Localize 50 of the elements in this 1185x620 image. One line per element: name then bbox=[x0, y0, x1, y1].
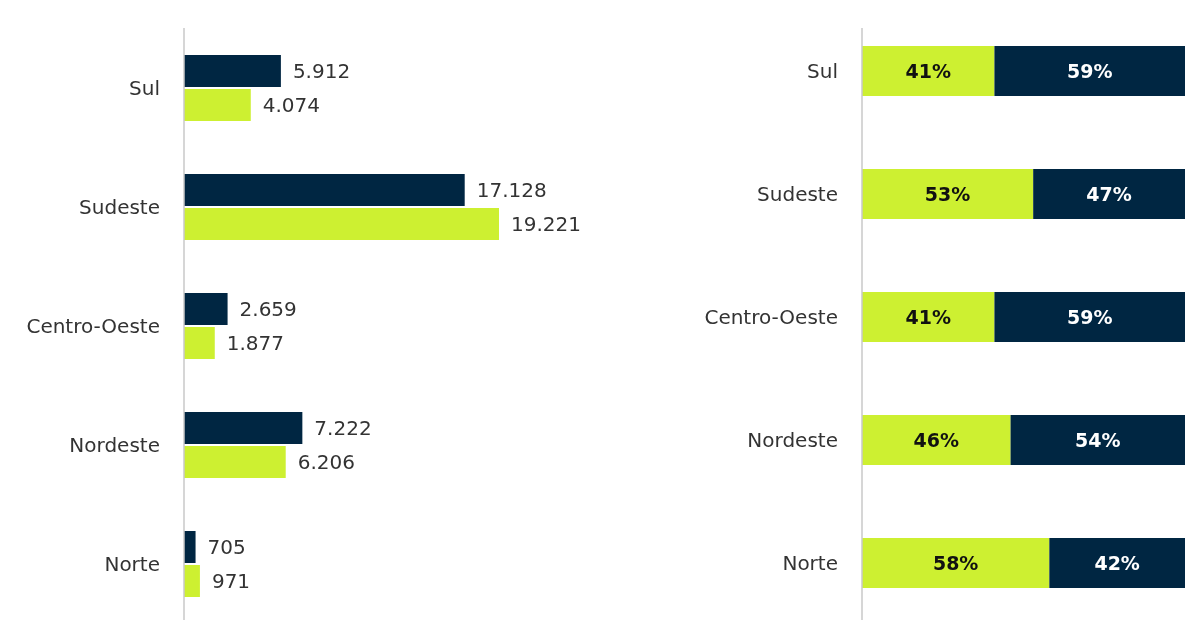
data-label: 4.074 bbox=[262, 93, 321, 117]
y-tick-label: Sudeste bbox=[79, 195, 160, 219]
bar bbox=[184, 89, 251, 121]
y-tick-label: Sul bbox=[129, 76, 160, 100]
data-label: 2.659 bbox=[239, 297, 297, 321]
bar bbox=[1033, 169, 1185, 219]
bar bbox=[184, 174, 465, 206]
bar bbox=[184, 565, 200, 597]
data-label: 53% bbox=[924, 182, 971, 205]
bar bbox=[184, 446, 286, 478]
bar bbox=[994, 292, 1185, 342]
bar bbox=[184, 208, 499, 240]
y-tick-label: Centro-Oeste bbox=[26, 314, 160, 338]
data-label: 19.221 bbox=[511, 212, 581, 236]
data-label: 42% bbox=[1094, 551, 1140, 574]
data-label: 41% bbox=[905, 59, 951, 82]
bar bbox=[184, 412, 303, 444]
data-label: 971 bbox=[211, 569, 251, 593]
data-label: 59% bbox=[1066, 305, 1113, 328]
bar bbox=[862, 415, 1011, 465]
bar bbox=[184, 327, 215, 359]
data-label: 705 bbox=[207, 535, 246, 559]
data-label: 7.222 bbox=[314, 416, 372, 440]
y-tick-label: Sudeste bbox=[757, 182, 838, 206]
bar bbox=[184, 293, 228, 325]
y-tick-label: Norte bbox=[104, 552, 160, 576]
data-label: 1.877 bbox=[226, 331, 285, 355]
data-label: 54% bbox=[1075, 428, 1121, 451]
bar bbox=[1049, 538, 1185, 588]
bar bbox=[994, 46, 1185, 96]
bar bbox=[862, 169, 1034, 219]
y-tick-label: Nordeste bbox=[747, 428, 838, 452]
bar bbox=[1010, 415, 1185, 465]
data-label: 58% bbox=[932, 551, 979, 574]
data-label: 6.206 bbox=[297, 450, 355, 474]
data-label: 47% bbox=[1086, 182, 1132, 205]
y-tick-label: Centro-Oeste bbox=[704, 305, 838, 329]
data-label: 5.912 bbox=[292, 59, 351, 83]
bar bbox=[862, 292, 995, 342]
data-label: 17.128 bbox=[476, 178, 547, 202]
data-label: 46% bbox=[913, 428, 960, 451]
y-tick-label: Sul bbox=[807, 59, 838, 83]
data-label: 41% bbox=[905, 305, 951, 328]
data-label: 59% bbox=[1066, 59, 1113, 82]
y-tick-label: Nordeste bbox=[69, 433, 160, 457]
bar bbox=[862, 538, 1050, 588]
y-tick-label: Norte bbox=[782, 551, 838, 575]
bar bbox=[184, 531, 196, 563]
bar bbox=[862, 46, 995, 96]
bar bbox=[184, 55, 281, 87]
